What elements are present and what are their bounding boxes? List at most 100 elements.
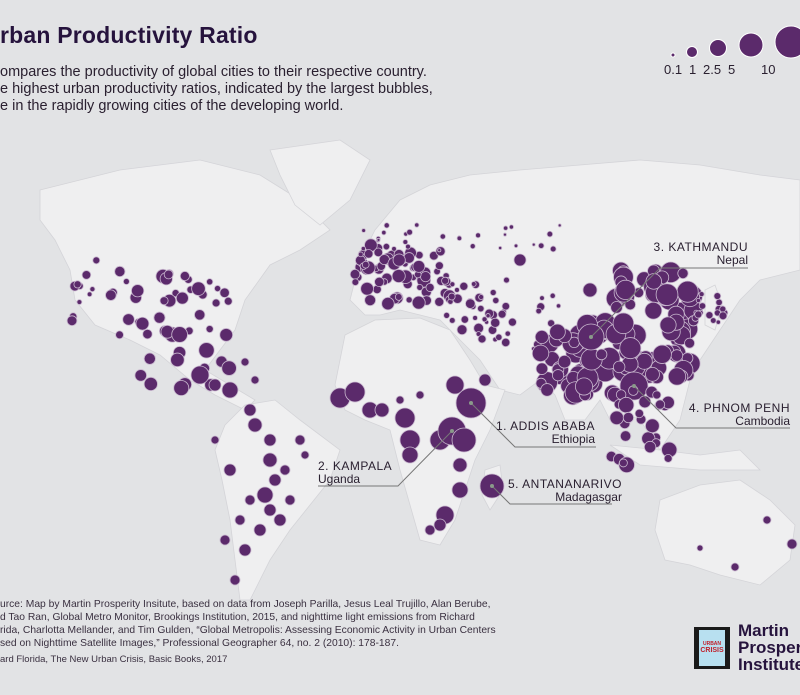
city-bubble [364, 294, 377, 307]
city-bubble [73, 280, 82, 289]
city-bubble [284, 494, 296, 506]
city-bubble [416, 283, 424, 291]
city-bubble [135, 316, 150, 331]
city-bubble [263, 503, 277, 517]
city-bubble [395, 395, 405, 405]
city-bubble [219, 287, 230, 298]
city-bubble [645, 418, 660, 434]
city-bubble [244, 494, 256, 506]
city-bubble [718, 311, 728, 321]
city-bubble [208, 378, 222, 392]
city-bubble [190, 365, 210, 385]
city-bubble [508, 224, 514, 230]
city-bubble [223, 296, 233, 306]
city-bubble [448, 317, 456, 324]
city-bubble [122, 278, 130, 285]
city-bubble [557, 223, 562, 228]
city-bubble [143, 376, 158, 391]
city-bubble [478, 294, 485, 300]
city-bubble [659, 316, 677, 334]
city-bubble [574, 377, 593, 396]
city-bubble [478, 373, 492, 387]
annotation-phnom-penh: 4. PHNOM PENH Cambodia [689, 402, 790, 428]
description-line: e highest urban productivity ratios, ind… [0, 81, 433, 97]
city-bubble [652, 390, 662, 400]
city-bubble [361, 260, 370, 269]
city-bubble [531, 242, 536, 247]
city-bubble [175, 291, 189, 305]
city-bubble [344, 381, 366, 403]
city-bubble [501, 337, 511, 348]
city-bubble [537, 242, 545, 249]
city-bubble [582, 282, 598, 298]
city-bubble [406, 228, 413, 236]
city-bubble [240, 357, 250, 367]
city-bubble [434, 296, 445, 307]
city-bubble [445, 375, 465, 395]
description-line: e in the rapidly growing cities of the d… [0, 98, 344, 114]
city-bubble [191, 281, 206, 296]
city-bubble [534, 329, 549, 345]
city-bubble [513, 253, 527, 267]
city-bubble [696, 544, 704, 552]
city-bubble [171, 326, 188, 343]
city-bubble [256, 486, 274, 504]
city-bubble [555, 303, 562, 309]
city-bubble [465, 298, 476, 309]
city-bubble [253, 523, 267, 537]
city-bubble [460, 315, 469, 324]
city-bubble [238, 543, 252, 557]
city-bubble [361, 228, 366, 233]
annotation-country: Ethiopia [551, 432, 595, 446]
city-bubble [447, 292, 456, 301]
city-bubble [405, 243, 411, 250]
city-bubble [507, 317, 517, 327]
city-bubble [263, 433, 277, 447]
city-bubble [615, 279, 636, 301]
city-bubble [503, 276, 510, 284]
annotation-addis-ababa: 1. ADDIS ABABA Ethiopia [496, 420, 595, 446]
city-bubble [539, 295, 545, 301]
city-bubble [411, 295, 426, 310]
logo-line: Institute [738, 655, 800, 674]
city-bubble [619, 430, 632, 442]
source-line: d Tao Ran, Global Metro Monitor, Brookin… [0, 612, 475, 623]
source-line: sed on Nighttime Satellite Images,” Prof… [0, 638, 399, 649]
city-bubble [456, 235, 463, 242]
city-bubble [451, 427, 477, 453]
city-bubble [179, 271, 190, 282]
city-bubble [449, 281, 456, 288]
city-bubble [89, 286, 96, 293]
dot-antananarivo [490, 484, 494, 488]
city-bubble [503, 232, 507, 237]
city-bubble [695, 297, 701, 304]
annotation-leader-lines [318, 267, 790, 505]
city-bubble [451, 481, 469, 499]
city-bubble [163, 269, 174, 280]
city-bubble [557, 354, 572, 369]
size-legend [670, 25, 800, 59]
city-bubble [535, 362, 549, 375]
city-bubble [477, 334, 487, 344]
city-bubble [610, 301, 623, 314]
annotation-country: Cambodia [735, 414, 790, 428]
city-bubble [443, 311, 451, 319]
city-bubble [540, 383, 554, 397]
city-bubble [374, 276, 385, 288]
city-bubble [373, 247, 384, 258]
city-bubble [268, 473, 282, 487]
city-bubble [229, 574, 241, 586]
leader-kathmandu [590, 267, 748, 338]
city-bubble [549, 245, 557, 253]
city-bubble [498, 245, 503, 250]
city-bubble [92, 256, 101, 265]
city-bubble [638, 395, 652, 409]
city-bubble [415, 390, 425, 400]
city-bubble [469, 243, 476, 250]
city-bubble [234, 514, 246, 526]
leader-addis-ababa [470, 402, 596, 448]
australia [654, 479, 796, 586]
city-bubble [501, 302, 510, 311]
city-bubble [76, 299, 83, 305]
city-bubble [495, 333, 503, 341]
